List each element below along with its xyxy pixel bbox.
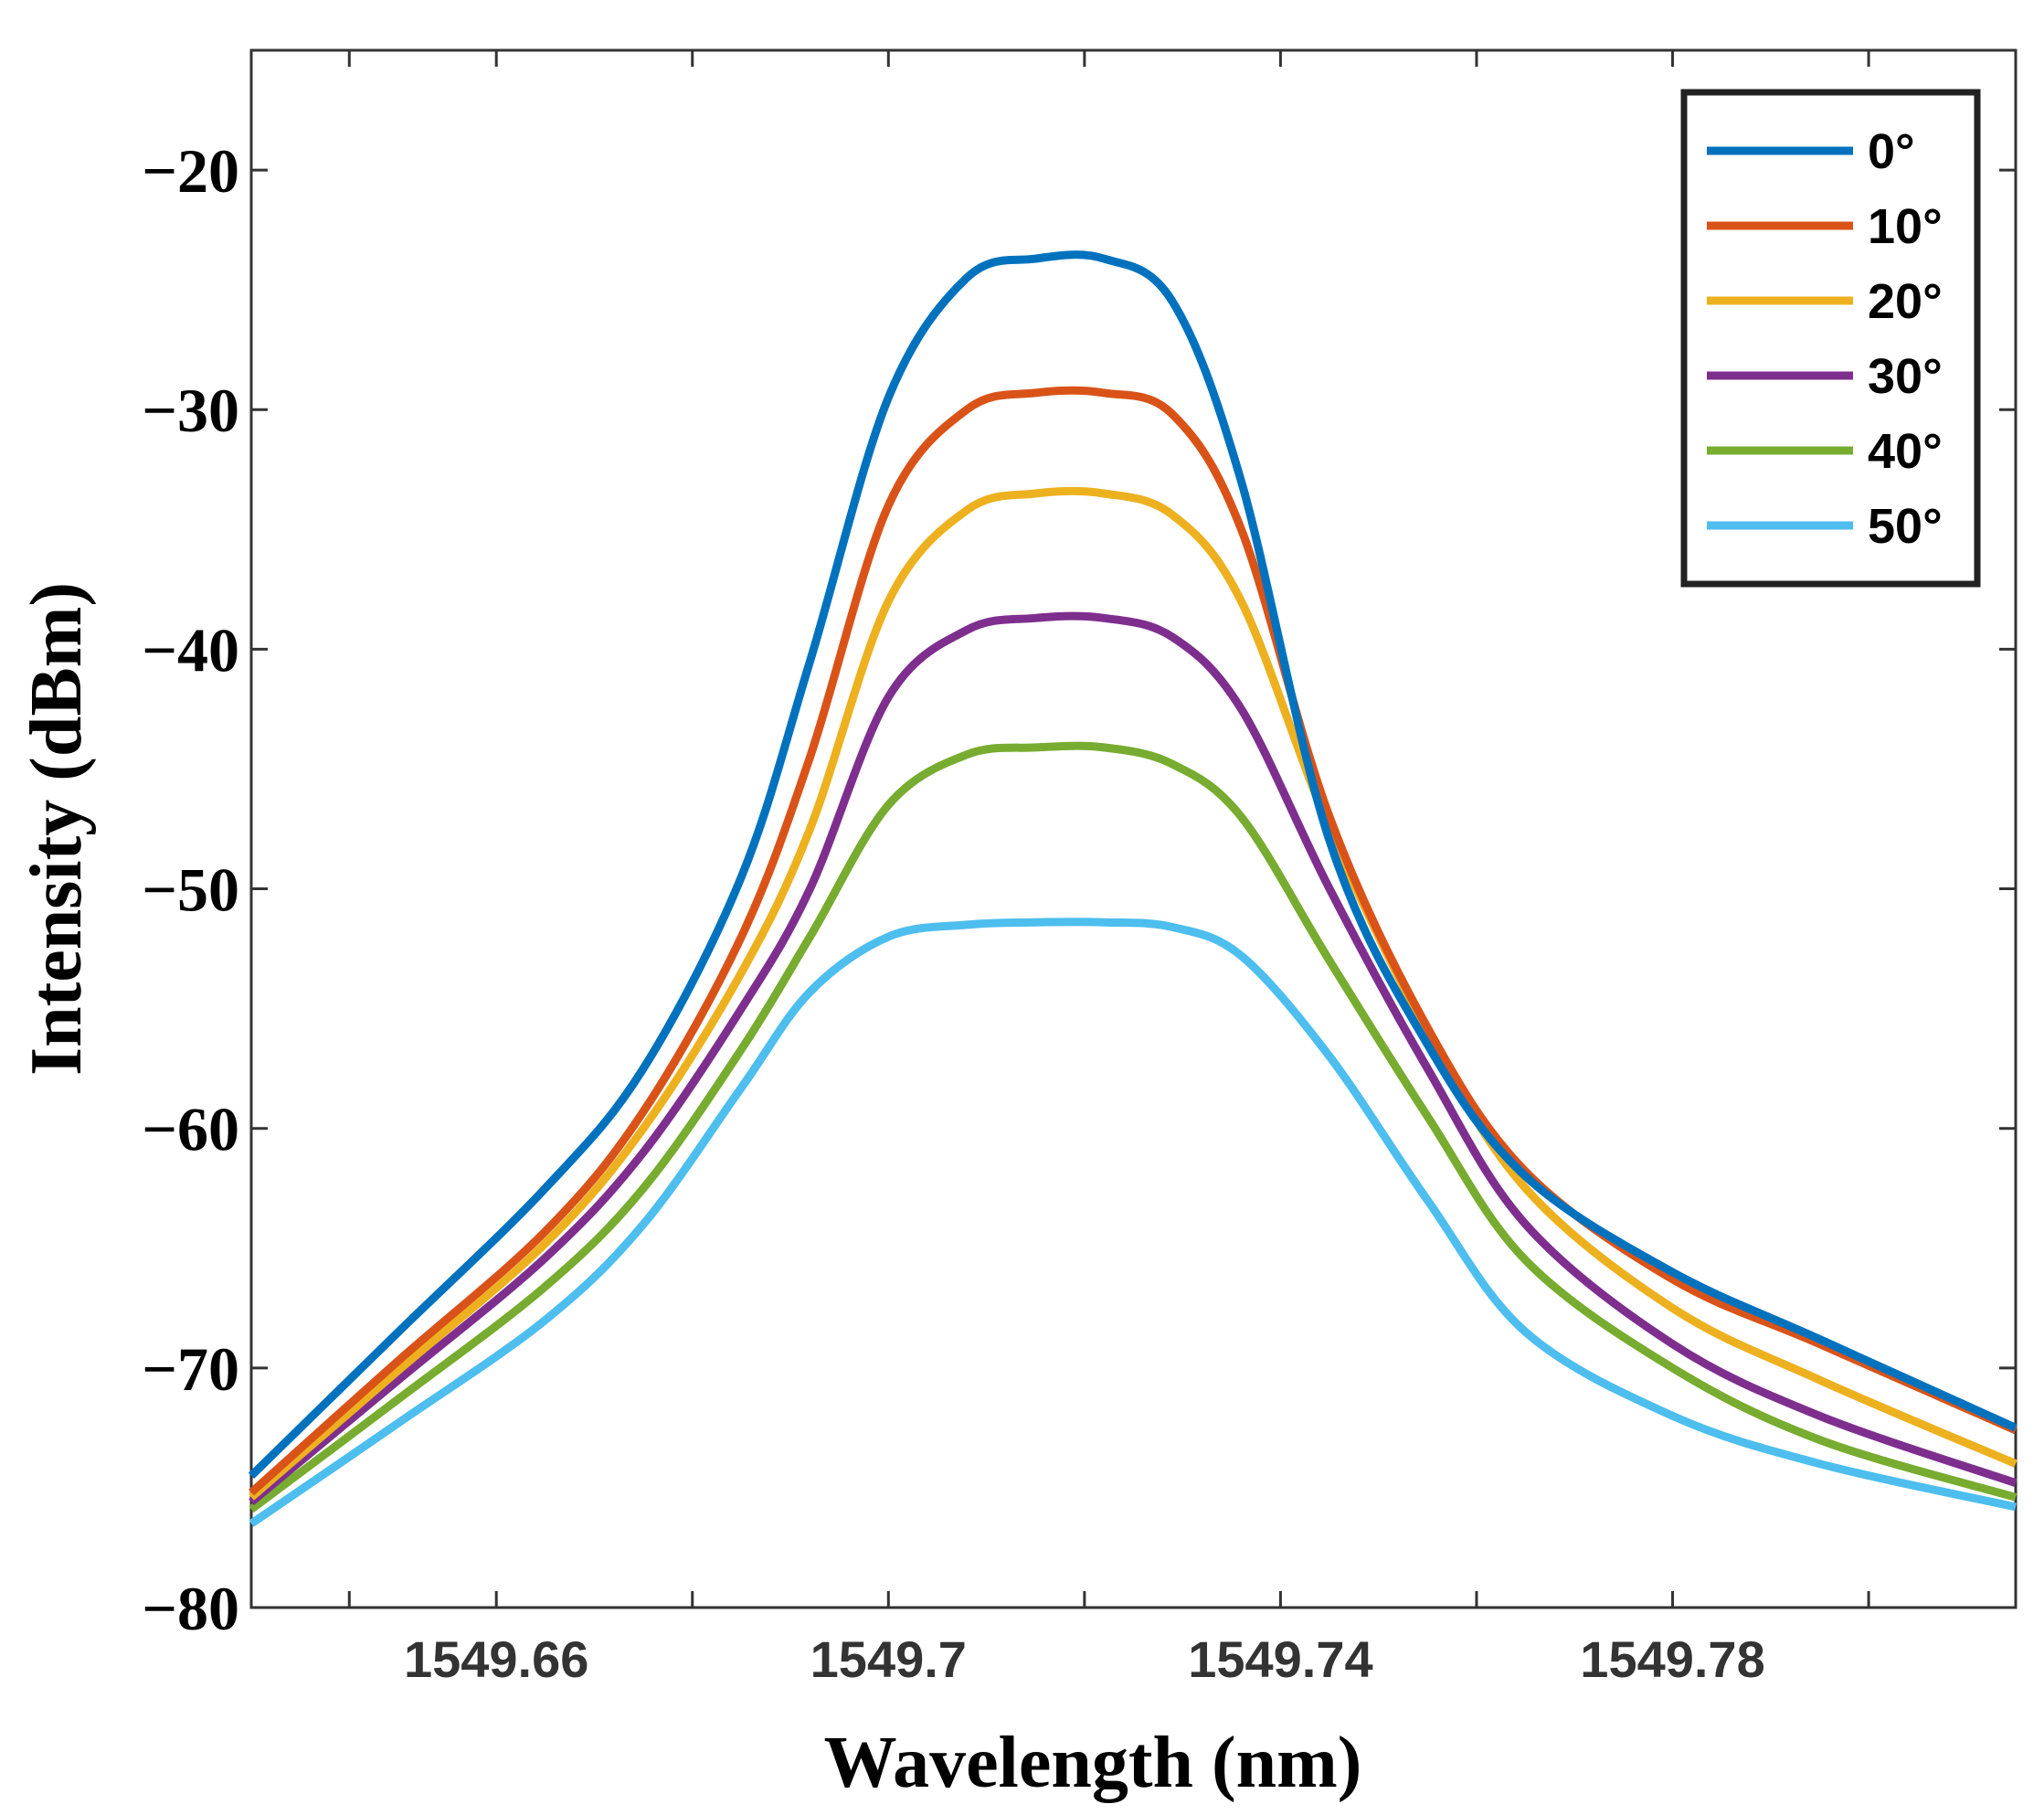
legend-label: 0° (1868, 124, 1915, 179)
x-tick-label: 1549.74 (1188, 1630, 1372, 1688)
legend-box (1680, 89, 1981, 588)
axis-ticks (251, 50, 2016, 1609)
x-tick-label: 1549.66 (404, 1630, 588, 1688)
x-tick-label: 1549.7 (810, 1630, 967, 1688)
y-tick-label: −20 (142, 136, 239, 206)
series-line-30deg (249, 611, 2018, 1506)
series-line-40deg (249, 741, 2018, 1513)
y-tick-label: −60 (142, 1095, 239, 1164)
series-lines (248, 250, 2018, 1527)
tick-labels: 1549.66 1549.7 1549.74 1549.78 −20 −30 −40 −50 −… (142, 136, 1764, 1688)
legend-label: 40° (1868, 424, 1943, 479)
legend: 0° 10° 20° 30° 40° 50° (1680, 89, 1981, 588)
legend-label: 20° (1868, 274, 1943, 329)
y-tick-label: −70 (142, 1334, 239, 1404)
series-line-0deg (248, 250, 2018, 1480)
x-axis-title: Wavelength (nm) (824, 1723, 1362, 1803)
series-line-20deg (249, 486, 2018, 1501)
y-tick-label: −80 (142, 1574, 239, 1643)
y-tick-label: −50 (142, 855, 239, 925)
y-axis-title: Intensity (dBm) (16, 582, 97, 1076)
y-tick-label: −30 (142, 376, 239, 445)
legend-label: 50° (1868, 499, 1943, 554)
x-tick-label: 1549.78 (1580, 1630, 1764, 1688)
y-tick-label: −40 (142, 615, 239, 685)
legend-label: 10° (1868, 199, 1943, 254)
legend-label: 30° (1868, 349, 1943, 404)
series-line-50deg (249, 918, 2017, 1527)
